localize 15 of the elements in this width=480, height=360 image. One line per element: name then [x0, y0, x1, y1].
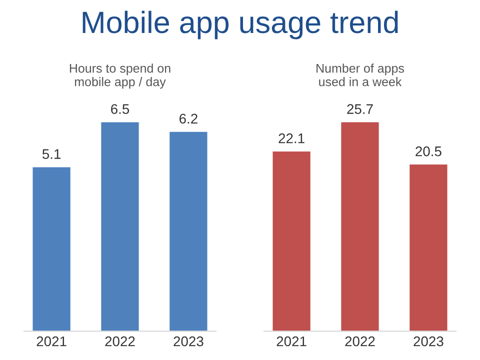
x-tick-label: 2023 — [174, 336, 204, 346]
data-label: 5.1 — [42, 149, 61, 159]
x-tick-label: 2022 — [345, 336, 375, 346]
x-tick-label: 2021 — [36, 336, 66, 346]
data-label: 20.5 — [416, 146, 442, 156]
chart-title: Mobile app usage trend — [82, 10, 398, 40]
data-label: 6.5 — [111, 104, 130, 114]
data-label: 25.7 — [347, 104, 373, 114]
chart-title: Number of apps used in a week — [316, 64, 404, 86]
x-tick-label: 2023 — [414, 336, 444, 346]
x-tick-label: 2021 — [276, 336, 306, 346]
data-label: 6.2 — [180, 114, 198, 124]
chart-subtitle: Hours to spend on mobile app / day — [70, 64, 170, 89]
data-label: 22.1 — [278, 133, 304, 144]
x-tick-label: 2022 — [105, 336, 135, 346]
